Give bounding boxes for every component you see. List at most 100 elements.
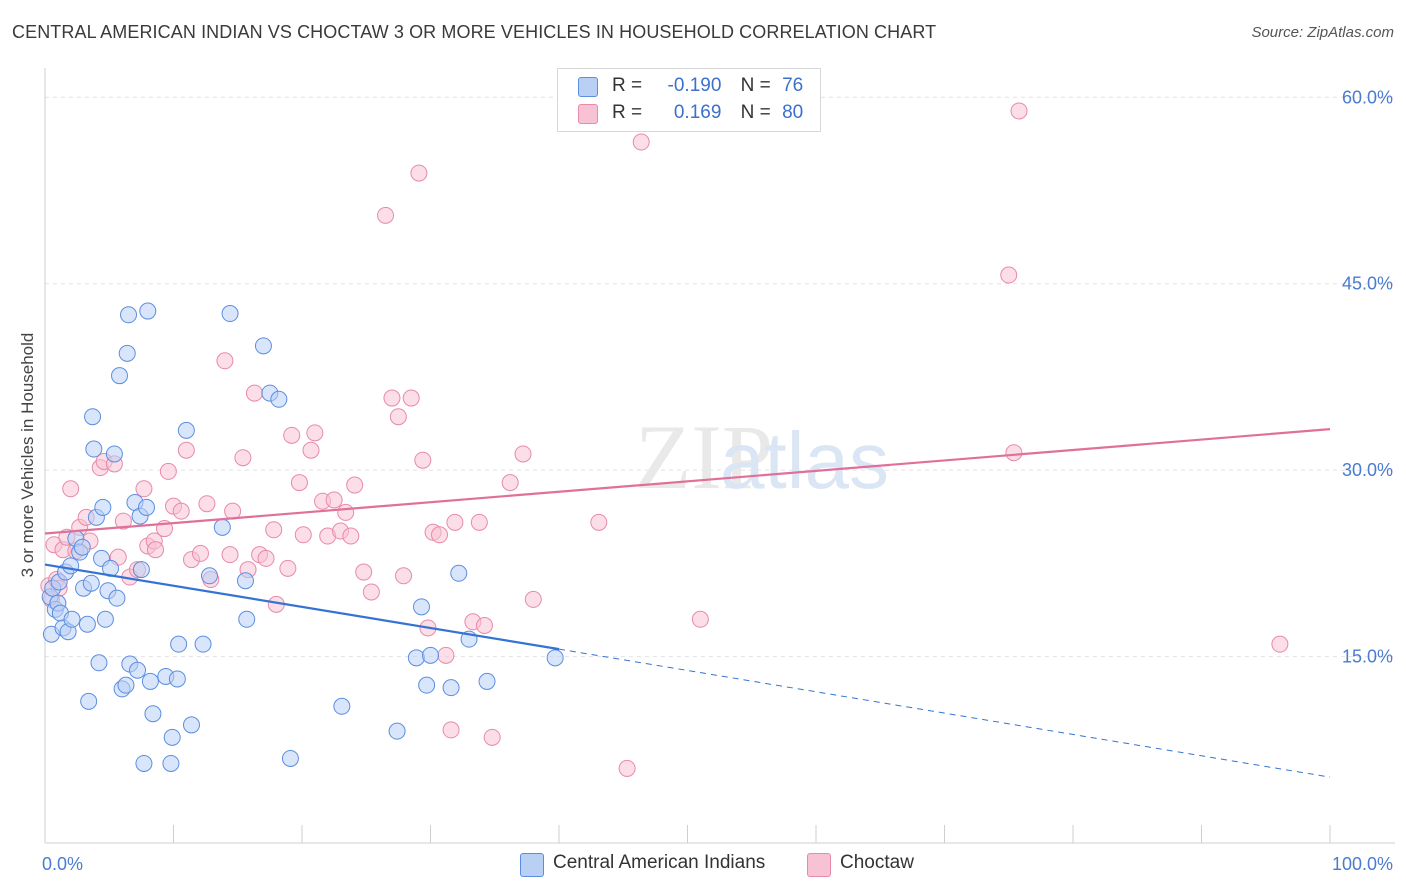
blue-point <box>96 610 114 628</box>
pink-point <box>177 441 195 459</box>
legend-r-label: R = <box>612 75 643 96</box>
pink-point <box>1005 444 1023 462</box>
pink-point <box>442 721 460 739</box>
pink-point <box>355 563 373 581</box>
pink-point <box>283 426 301 444</box>
blue-point <box>73 538 91 556</box>
blue-point <box>170 635 188 653</box>
pink-point <box>221 546 239 564</box>
blue-point <box>117 676 135 694</box>
blue-point <box>139 302 157 320</box>
pink-point <box>483 728 501 746</box>
pink-point <box>1010 102 1028 120</box>
pink-point <box>159 462 177 480</box>
pink-point <box>691 610 709 628</box>
pink-trend-line <box>44 428 1331 535</box>
blue-point <box>78 615 96 633</box>
blue-point <box>388 722 406 740</box>
pink-point <box>618 759 636 777</box>
pink-point <box>234 449 252 467</box>
blue-swatch <box>520 853 544 877</box>
blue-point <box>141 672 159 690</box>
blue-point <box>546 649 564 667</box>
series-legend: Central American Indians Choctaw <box>0 852 1406 878</box>
blue-point <box>62 557 80 575</box>
pink-point <box>410 164 428 182</box>
blue-point <box>182 716 200 734</box>
blue-point <box>82 574 100 592</box>
pink-point <box>501 474 519 492</box>
legend-n-label: N = <box>740 75 771 96</box>
legend-n-label: N = <box>740 102 771 123</box>
pink-point <box>524 590 542 608</box>
pink-point <box>135 480 153 498</box>
pink-point <box>245 384 263 402</box>
blue-point <box>270 390 288 408</box>
trend-lines <box>44 428 1331 778</box>
pink-point <box>470 513 488 531</box>
blue-point <box>213 518 231 536</box>
blue-trend-extension <box>558 648 1331 778</box>
blue-point <box>132 561 150 579</box>
blue-point <box>450 564 468 582</box>
pink-point <box>446 513 464 531</box>
pink-point <box>402 389 420 407</box>
legend-r-value: 0.169 <box>673 102 722 123</box>
blue-point <box>194 635 212 653</box>
pink-point <box>377 206 395 224</box>
legend-label: Choctaw <box>840 852 914 873</box>
blue-point <box>281 749 299 767</box>
pink-point <box>632 133 650 151</box>
pink-swatch <box>807 853 831 877</box>
pink-point <box>337 503 355 521</box>
blue-point <box>254 337 272 355</box>
blue-point <box>108 589 126 607</box>
blue-point <box>162 754 180 772</box>
blue-point <box>333 697 351 715</box>
pink-point <box>290 474 308 492</box>
pink-point <box>279 559 297 577</box>
watermark-zip: ZIP <box>635 406 773 508</box>
blue-point <box>90 654 108 672</box>
blue-point <box>85 440 103 458</box>
blue-point <box>478 672 496 690</box>
blue-point <box>144 705 162 723</box>
blue-point <box>80 692 98 710</box>
blue-point <box>118 344 136 362</box>
tick-labels: 15.0% 30.0% 45.0% 60.0% 0.0% 100.0% <box>42 87 1393 874</box>
x-tick-label: 0.0% <box>42 854 83 874</box>
pink-point <box>172 502 190 520</box>
blue-point <box>163 728 181 746</box>
pink-point <box>1000 266 1018 284</box>
chart-title: CENTRAL AMERICAN INDIAN VS CHOCTAW 3 OR … <box>12 22 937 42</box>
blue-point <box>168 670 186 688</box>
blue-point <box>94 498 112 516</box>
pink-point <box>114 512 132 530</box>
pink-point <box>342 527 360 545</box>
watermark-atlas: atlas <box>720 416 889 505</box>
pink-point <box>257 549 275 567</box>
blue-point <box>422 646 439 664</box>
pink-point <box>62 480 80 498</box>
blue-point <box>238 610 256 628</box>
pink-point <box>514 445 532 463</box>
central-american-indian-points <box>41 302 564 772</box>
legend-r-value: -0.190 <box>667 75 722 96</box>
x-tick-label: 100.0% <box>1332 854 1393 874</box>
blue-trend-line <box>44 563 560 651</box>
y-tick-label: 15.0% <box>1342 647 1393 667</box>
pink-point <box>265 521 283 539</box>
pink-point <box>437 646 455 664</box>
pink-point <box>325 491 343 509</box>
pink-point <box>302 441 320 459</box>
pink-point <box>191 544 209 562</box>
blue-point <box>200 567 218 585</box>
blue-point <box>129 661 147 679</box>
blue-point <box>63 610 81 628</box>
blue-point <box>120 306 138 324</box>
pink-point <box>389 408 407 426</box>
blue-point <box>413 598 431 616</box>
blue-point <box>407 649 425 667</box>
blue-point <box>442 679 460 697</box>
